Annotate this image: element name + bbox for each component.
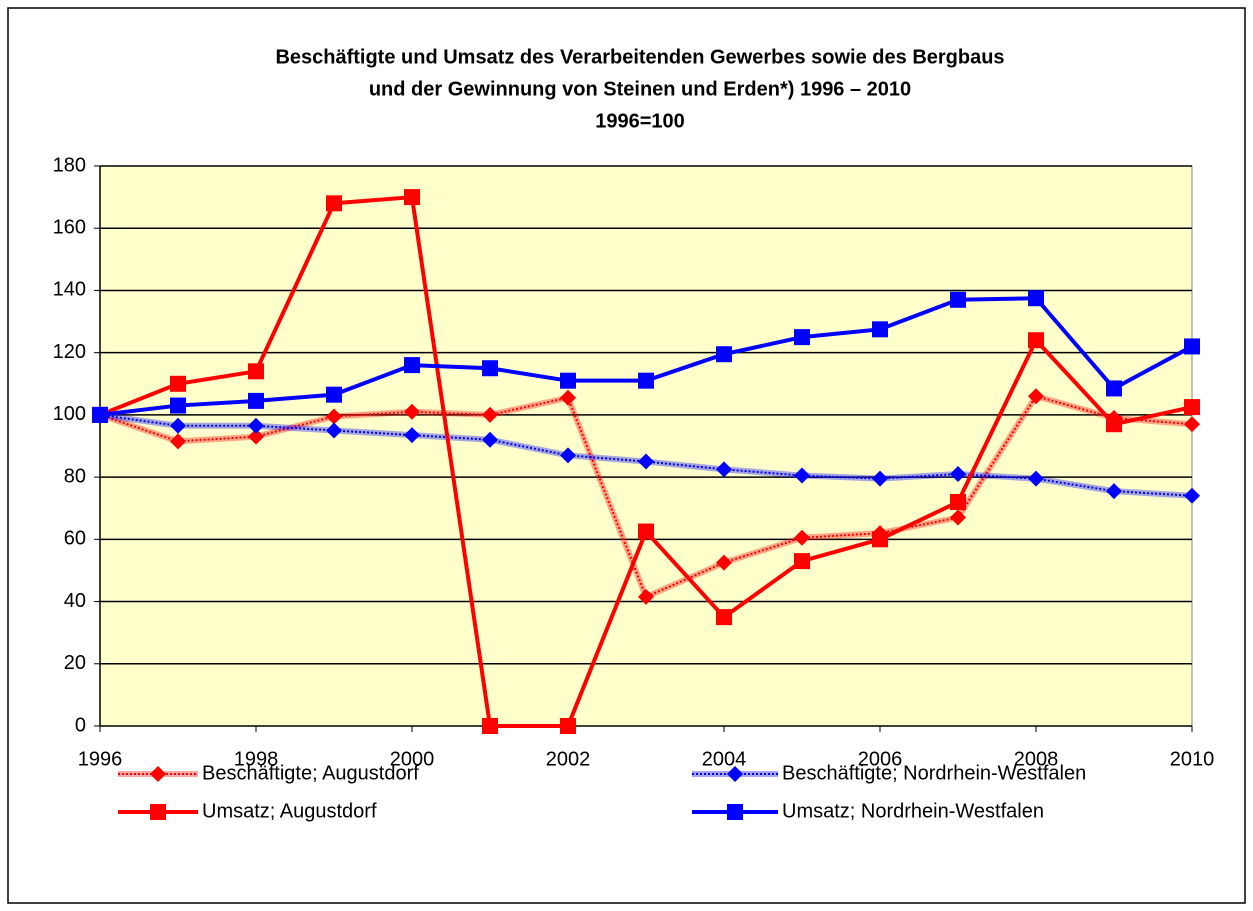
- chart-title: und der Gewinnung von Steinen und Erden*…: [369, 78, 911, 100]
- marker: [404, 403, 420, 420]
- chart-title: Beschäftigte und Umsatz des Verarbeitend…: [275, 46, 1004, 68]
- legend-label: Beschäftigte; Nordrhein-Westfalen: [782, 762, 1086, 784]
- marker: [1028, 388, 1044, 405]
- marker: [872, 470, 888, 487]
- marker: [326, 408, 342, 425]
- y-tick-label: 60: [64, 528, 86, 550]
- marker: [716, 554, 732, 571]
- marker: [326, 386, 342, 403]
- marker: [716, 346, 732, 363]
- marker: [170, 397, 186, 414]
- marker: [950, 509, 966, 526]
- marker: [794, 529, 810, 546]
- marker: [794, 553, 810, 570]
- marker: [872, 531, 888, 548]
- marker: [716, 461, 732, 478]
- marker: [170, 433, 186, 450]
- marker: [950, 291, 966, 308]
- marker: [560, 718, 576, 734]
- legend-label: Umsatz; Augustdorf: [202, 800, 377, 822]
- marker: [326, 422, 342, 439]
- marker: [1184, 338, 1200, 355]
- y-tick-label: 100: [53, 403, 86, 425]
- legend-marker: [727, 804, 743, 820]
- y-tick-label: 40: [64, 590, 86, 612]
- y-tick-label: 120: [53, 341, 86, 363]
- marker: [404, 357, 420, 374]
- marker: [404, 189, 420, 206]
- marker: [482, 718, 498, 734]
- marker: [794, 467, 810, 484]
- marker: [248, 417, 264, 434]
- legend-marker: [727, 766, 743, 782]
- marker: [482, 431, 498, 448]
- y-tick-label: 80: [64, 465, 86, 487]
- plot-area: [99, 165, 1193, 727]
- legend-marker: [150, 766, 166, 782]
- marker: [950, 466, 966, 482]
- marker: [560, 372, 576, 389]
- marker: [1106, 416, 1122, 433]
- x-tick-label: 2006: [858, 748, 903, 770]
- marker: [560, 447, 576, 464]
- marker: [638, 453, 654, 470]
- x-tick-label: 2004: [702, 748, 747, 770]
- marker: [404, 427, 420, 444]
- marker: [1028, 470, 1044, 487]
- x-tick-label: 2010: [1170, 748, 1215, 770]
- x-tick-label: 2000: [390, 748, 435, 770]
- x-tick-label: 1996: [78, 748, 123, 770]
- y-tick-label: 180: [53, 154, 86, 176]
- marker: [872, 321, 888, 338]
- marker: [1184, 487, 1200, 504]
- marker: [482, 406, 498, 423]
- marker: [560, 389, 576, 406]
- marker: [92, 406, 108, 423]
- marker: [638, 588, 654, 605]
- x-tick-label: 2008: [1014, 748, 1059, 770]
- marker: [248, 428, 264, 445]
- marker: [638, 523, 654, 540]
- marker: [482, 360, 498, 377]
- marker: [1106, 483, 1122, 500]
- marker: [1184, 416, 1200, 433]
- marker: [248, 363, 264, 380]
- marker: [716, 609, 732, 626]
- marker: [638, 372, 654, 389]
- marker: [1028, 290, 1044, 307]
- y-tick-label: 140: [53, 279, 86, 301]
- y-tick-label: 20: [64, 652, 86, 674]
- legend-marker: [150, 804, 166, 820]
- legend-label: Umsatz; Nordrhein-Westfalen: [782, 800, 1044, 822]
- marker: [326, 195, 342, 212]
- x-tick-label: 1998: [234, 748, 279, 770]
- marker: [1028, 332, 1044, 349]
- marker: [1106, 380, 1122, 397]
- marker: [794, 329, 810, 346]
- chart-subtitle: 1996=100: [595, 110, 685, 132]
- marker: [170, 375, 186, 392]
- marker: [170, 417, 186, 434]
- y-tick-label: 0: [75, 714, 86, 736]
- marker: [1184, 399, 1200, 416]
- x-tick-label: 2002: [546, 748, 591, 770]
- y-tick-label: 160: [53, 217, 86, 239]
- marker: [950, 494, 966, 510]
- marker: [248, 392, 264, 409]
- legend-label: Beschäftigte; Augustdorf: [202, 762, 419, 784]
